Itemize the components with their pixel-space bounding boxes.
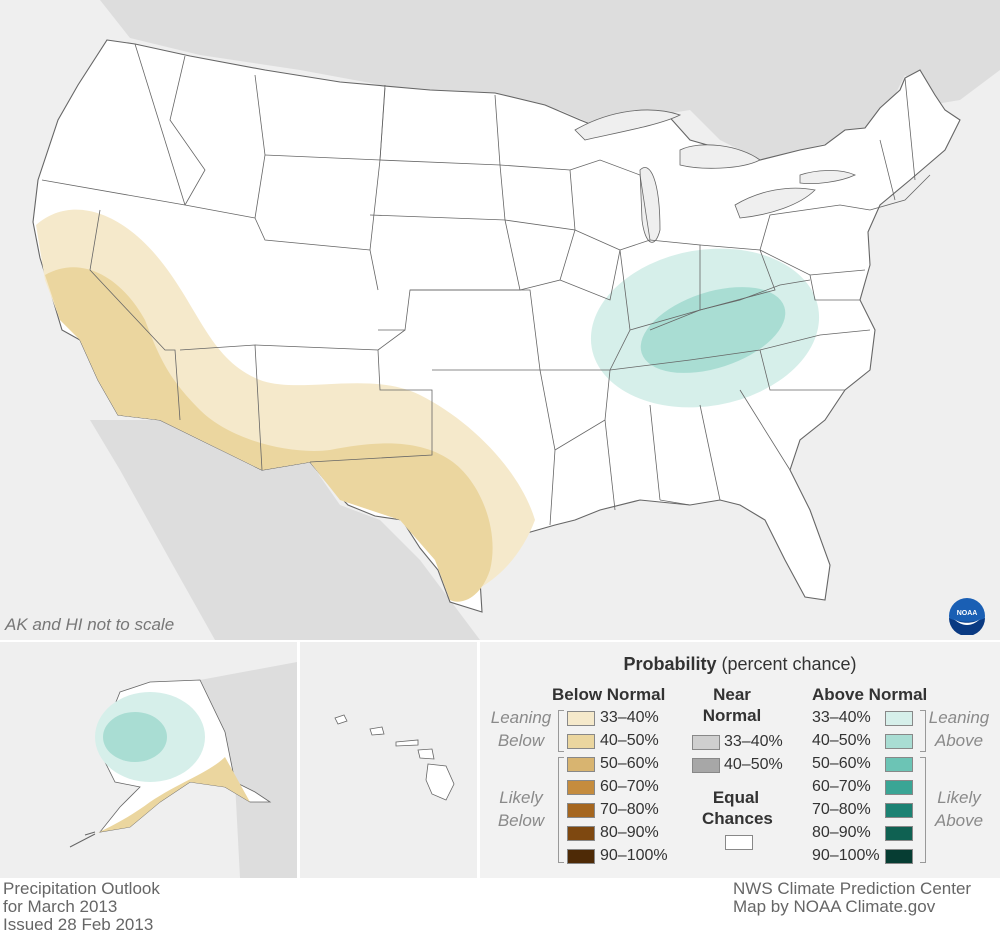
footer-product-period: for March 2013 bbox=[3, 897, 118, 916]
legend-label: 70–80% bbox=[600, 801, 659, 818]
canada-land bbox=[60, 0, 1000, 160]
legend-label: 33–40% bbox=[812, 709, 871, 726]
mexico-land bbox=[90, 420, 480, 640]
ak-below-region bbox=[95, 757, 250, 834]
footer-right: NWS Climate Prediction Center Map by NOA… bbox=[733, 880, 995, 916]
noaa-logo-icon: NOAA bbox=[949, 598, 985, 635]
above-likely-label-line2: Above bbox=[934, 811, 984, 830]
hawaii-inset-svg bbox=[334, 714, 455, 801]
legend: Probability (percent chance) Below Norma… bbox=[480, 642, 1000, 878]
legend-swatch bbox=[885, 849, 913, 864]
footer-left: Precipitation Outlook for March 2013 Iss… bbox=[3, 880, 160, 934]
hi-kauai bbox=[334, 714, 348, 725]
above-likely-label-line1: Likely bbox=[937, 788, 981, 807]
equal-chances-heading-line2: Chances bbox=[702, 809, 773, 828]
footer-issue-date: Issued 28 Feb 2013 bbox=[3, 915, 154, 934]
near-normal-heading-line1: Near bbox=[713, 685, 751, 704]
legend-title-main: Probability bbox=[623, 654, 717, 674]
footer-source: NWS Climate Prediction Center bbox=[733, 879, 972, 898]
legend-swatch bbox=[692, 758, 720, 773]
hi-oahu bbox=[369, 726, 385, 736]
footer-product-title: Precipitation Outlook bbox=[3, 879, 160, 898]
legend-label: 80–90% bbox=[812, 824, 871, 841]
legend-swatch bbox=[885, 803, 913, 818]
legend-swatch bbox=[885, 826, 913, 841]
legend-label: 40–50% bbox=[724, 756, 783, 773]
legend-swatch bbox=[692, 735, 720, 750]
near-normal-heading: Near Normal bbox=[702, 684, 762, 726]
hi-big-island bbox=[425, 763, 455, 801]
canada-yukon-land bbox=[200, 662, 297, 878]
legend-swatch bbox=[567, 803, 595, 818]
legend-swatch bbox=[567, 780, 595, 795]
alaska-inset bbox=[0, 642, 297, 878]
ak-above-40-50-region bbox=[103, 712, 167, 762]
legend-label: 60–70% bbox=[600, 778, 659, 795]
equal-chances-heading-line1: Equal bbox=[712, 788, 760, 807]
above-leaning-label-line1: Leaning bbox=[928, 708, 990, 727]
hawaii-inset bbox=[300, 642, 477, 878]
below-leaning-bracket bbox=[558, 710, 564, 752]
scale-note: AK and HI not to scale bbox=[5, 615, 175, 634]
legend-label: 50–60% bbox=[812, 755, 871, 772]
legend-label: 70–80% bbox=[812, 801, 871, 818]
above-normal-heading: Above Normal bbox=[812, 685, 928, 704]
above-leaning-label: Leaning Above bbox=[926, 706, 992, 752]
ak-aleutians bbox=[69, 831, 96, 848]
legend-swatch bbox=[885, 711, 913, 726]
state-borders bbox=[41, 43, 931, 526]
below-normal-heading: Below Normal bbox=[552, 685, 666, 704]
legend-title-sub: (percent chance) bbox=[721, 654, 857, 674]
legend-swatch bbox=[567, 757, 595, 772]
equal-chances-heading: Equal Chances bbox=[702, 787, 773, 829]
legend-label: 90–100% bbox=[812, 847, 880, 864]
near-normal-heading-line2: Normal bbox=[702, 706, 762, 725]
legend-label: 50–60% bbox=[600, 755, 659, 772]
legend-swatch bbox=[885, 734, 913, 749]
alaska-inset-svg bbox=[69, 662, 297, 878]
above-likely-label: Likely Above bbox=[926, 786, 992, 832]
conus-map bbox=[0, 0, 1000, 640]
hi-maui bbox=[417, 748, 435, 760]
below-leaning-label-line2: Below bbox=[497, 731, 545, 750]
conus-map-svg bbox=[32, 0, 1000, 640]
legend-label: 40–50% bbox=[812, 732, 871, 749]
above-leaning-label-line2: Above bbox=[934, 731, 984, 750]
legend-swatch bbox=[567, 826, 595, 841]
equal-chances-swatch bbox=[725, 835, 753, 850]
hi-molokai bbox=[395, 739, 419, 747]
legend-swatch bbox=[567, 711, 595, 726]
below-likely-label-line2: Below bbox=[497, 811, 545, 830]
below-40-50-region bbox=[45, 267, 493, 602]
legend-label: 80–90% bbox=[600, 824, 659, 841]
below-leaning-label-line1: Leaning bbox=[490, 708, 552, 727]
below-likely-bracket bbox=[558, 757, 564, 863]
footer-credit: Map by NOAA Climate.gov bbox=[733, 897, 936, 916]
legend-swatch bbox=[567, 734, 595, 749]
legend-swatch bbox=[885, 780, 913, 795]
above-leaning-bracket bbox=[920, 710, 926, 752]
below-likely-label-line1: Likely bbox=[499, 788, 543, 807]
noaa-logo-text: NOAA bbox=[957, 610, 978, 617]
legend-swatch bbox=[885, 757, 913, 772]
legend-swatch bbox=[567, 849, 595, 864]
above-likely-bracket bbox=[920, 757, 926, 863]
below-leaning-label: Leaning Below bbox=[488, 706, 554, 752]
legend-label: 90–100% bbox=[600, 847, 668, 864]
legend-title: Probability (percent chance) bbox=[480, 654, 1000, 675]
legend-label: 33–40% bbox=[724, 733, 783, 750]
legend-label: 60–70% bbox=[812, 778, 871, 795]
legend-label: 40–50% bbox=[600, 732, 659, 749]
legend-label: 33–40% bbox=[600, 709, 659, 726]
below-likely-label: Likely Below bbox=[488, 786, 554, 832]
